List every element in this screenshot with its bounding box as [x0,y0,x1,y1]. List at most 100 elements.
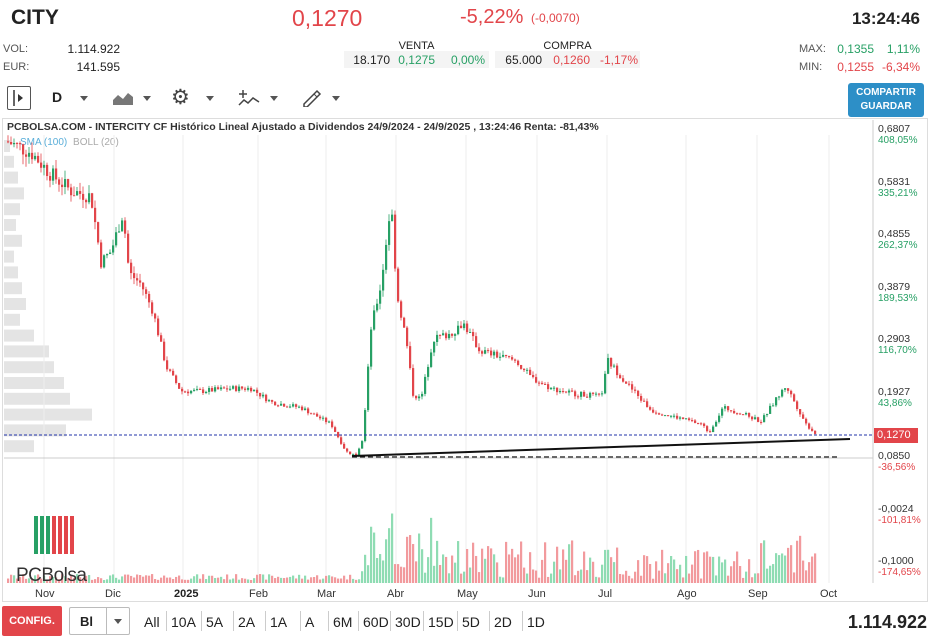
candle-body [241,386,244,389]
volume-bar [565,559,568,583]
volume-bar [127,574,130,583]
candle-body [757,417,760,422]
candle-body [748,413,751,417]
candle-body [448,333,451,339]
candle-body [280,403,283,406]
range-button-2a[interactable]: 2A [238,614,256,630]
candle-body [649,407,652,410]
candle-body [379,290,382,304]
candle-body [442,333,445,336]
volume-profile-bar [4,424,66,437]
volume-bar [97,577,100,583]
candle-body [769,405,772,414]
y-axis-price-label: -0,0024 [878,502,914,515]
volume-bar [343,575,346,583]
share-save-button[interactable]: COMPARTIR GUARDAR [848,83,924,117]
volume-bar [226,574,229,583]
volume-profile-bar [4,234,22,247]
volume-bar [586,570,589,583]
legend-boll[interactable]: BOLL (20) [73,137,119,148]
candle-body [496,351,499,358]
settings-dropdown-icon[interactable] [206,96,214,101]
range-button-all[interactable]: All [144,614,160,630]
panel-toggle-icon[interactable] [7,86,31,110]
period-dropdown-icon[interactable] [80,96,88,101]
chart-type-dropdown-icon[interactable] [143,96,151,101]
volume-bar [742,577,745,583]
range-button-2d[interactable]: 2D [494,614,512,630]
candle-body [520,364,523,369]
volume-bar [403,567,406,583]
config-button[interactable]: CONFIG. [2,606,62,636]
range-button-10a[interactable]: 10A [171,614,196,630]
candle-body [85,199,88,203]
volume-bars [7,513,817,583]
candle-body [793,394,796,402]
volume-bar [670,556,673,583]
volume-bar [427,557,430,583]
candle-body [394,214,397,269]
volume-bar [43,576,46,583]
y-axis-price-label: 0,2903 [878,333,911,345]
x-axis-label: Mar [317,588,336,600]
candle-body [805,418,808,424]
indicators-dropdown-icon[interactable] [270,96,278,101]
range-button-1d[interactable]: 1D [527,614,545,630]
candle-body [463,323,466,329]
candle-body [655,412,658,414]
candle-body [550,387,553,390]
volume-bar [298,574,301,583]
candle-body [466,323,469,333]
candle-body [172,370,175,376]
candle-body [94,207,97,223]
x-axis-label: Jul [598,588,613,600]
volume-bar [160,577,163,583]
volume-bar [142,576,145,583]
volume-bar [463,571,466,583]
volume-bar [715,575,718,583]
drawing-dropdown-icon[interactable] [332,96,340,101]
x-axis-label: Nov [35,588,55,600]
current-price-label: 0,1270 [877,429,911,441]
volume-bar [346,579,349,583]
chart-type-dropdown-icon [114,619,122,624]
chart-panel[interactable] [2,118,928,602]
gear-icon[interactable]: ⚙ [171,86,190,109]
volume-bar [676,569,679,583]
volume-bar [532,569,535,583]
range-button-30d[interactable]: 30D [395,614,421,630]
range-button-1a[interactable]: 1A [270,614,288,630]
volume-bar [421,549,424,583]
pcbolsa-logo [34,516,74,554]
volume-bar [661,549,664,583]
candle-body [346,448,349,452]
volume-bar [430,517,433,583]
candle-body [358,448,361,456]
candle-body [679,417,682,419]
drawing-pencil-icon[interactable] [301,89,323,112]
candle-body [7,141,10,143]
candle-body [412,368,415,396]
period-selector[interactable]: D [52,89,63,105]
range-button-5d[interactable]: 5D [462,614,480,630]
candle-body [253,389,256,392]
chart-type-select[interactable]: Bl [69,607,130,635]
volume-bar [673,559,676,583]
indicators-icon[interactable] [238,89,260,112]
range-button-5a[interactable]: 5A [206,614,224,630]
volume-bar [208,575,211,583]
range-button-15d[interactable]: 15D [428,614,454,630]
candle-body [64,179,67,188]
candle-body [340,437,343,444]
volume-bar [520,541,523,583]
area-chart-icon[interactable] [112,90,134,111]
range-button-60d[interactable]: 60D [363,614,389,630]
candle-body [661,414,664,416]
range-button-a[interactable]: A [305,614,315,630]
candle-body [646,401,649,408]
volume-bar [307,579,310,583]
range-button-6m[interactable]: 6M [333,614,353,630]
volume-bar [37,574,40,583]
volume-bar [694,551,697,583]
